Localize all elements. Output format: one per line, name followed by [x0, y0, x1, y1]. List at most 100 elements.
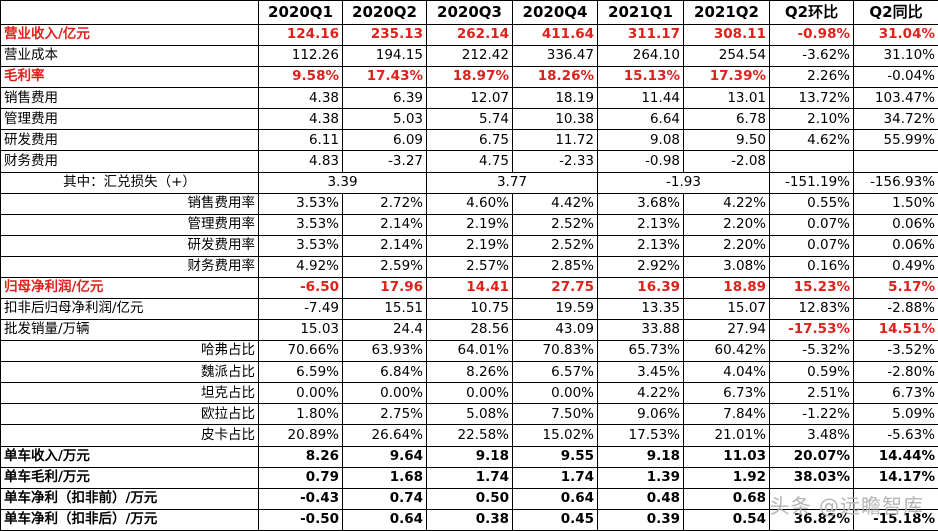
- table-cell: -3.52%: [853, 340, 938, 363]
- table-cell: 6.64: [597, 108, 684, 131]
- table-cell: 0.59%: [769, 361, 854, 384]
- header-cell-2021q2: 2021Q2: [683, 0, 770, 25]
- table-cell: 0.55%: [769, 192, 854, 215]
- table-row: 毛利率 9.58% 17.43% 18.97% 18.26% 15.13% 17.39% 2.…: [0, 66, 938, 89]
- table-cell: 3.08%: [683, 255, 770, 278]
- table-cell: 11.03: [683, 445, 770, 468]
- table-cell: 308.11: [683, 23, 770, 47]
- table-cell: 5.08%: [426, 403, 513, 426]
- table-cell: [769, 487, 854, 510]
- table-cell: 2.14%: [342, 213, 427, 236]
- table-cell: [853, 487, 938, 510]
- row-label: 单车净利（扣非后）/万元: [0, 508, 259, 531]
- table-cell: 28.56: [426, 319, 513, 342]
- table-cell: 2.57%: [426, 255, 513, 278]
- table-cell: 64.01%: [426, 340, 513, 363]
- table-cell: 60.42%: [683, 340, 770, 363]
- table-cell: 15.07: [683, 298, 770, 321]
- table-cell: 2.51%: [769, 382, 854, 405]
- row-label: 欧拉占比: [0, 403, 259, 426]
- table-cell: 311.17: [597, 23, 684, 47]
- table-cell: 9.58%: [258, 66, 343, 89]
- row-label: 管理费用率: [0, 213, 259, 236]
- table-cell: 4.75: [426, 150, 513, 173]
- row-label: 单车收入/万元: [0, 445, 259, 468]
- table-cell: 0.74: [342, 487, 427, 510]
- table-cell: 2.20%: [683, 213, 770, 236]
- table-row: 单车净利（扣非前）/万元 -0.43 0.74 0.50 0.64 0.48 0.68: [0, 487, 938, 510]
- header-cell-2020q1: 2020Q1: [258, 0, 343, 25]
- table-cell: 17.53%: [597, 424, 684, 447]
- row-label: 哈弗占比: [0, 340, 259, 363]
- table-cell: -2.08: [683, 150, 770, 173]
- table-row: 其中：汇兑损失（+） 3.39 3.77 -1.93 -151.19% -156.93%: [0, 171, 938, 194]
- table-cell: 5.09%: [853, 403, 938, 426]
- header-row: 2020Q1 2020Q2 2020Q3 2020Q4 2021Q1 2021Q…: [0, 0, 938, 25]
- table-cell: 33.88: [597, 319, 684, 342]
- table-cell: 254.54: [683, 45, 770, 68]
- table-cell: 10.75: [426, 298, 513, 321]
- table-row: 批发销量/万辆 15.03 24.4 28.56 43.09 33.88 27.94 -17.…: [0, 319, 938, 342]
- row-label: 归母净利润/亿元: [0, 276, 259, 300]
- table-cell: 14.44%: [853, 445, 938, 468]
- table-cell: 20.07%: [769, 445, 854, 468]
- table-cell: 6.75: [426, 129, 513, 152]
- table-cell: 0.64: [342, 508, 427, 531]
- table-cell: 12.83%: [769, 298, 854, 321]
- table-cell: 212.42: [426, 45, 513, 68]
- row-label: 坦克占比: [0, 382, 259, 405]
- table-cell: -0.43: [258, 487, 343, 510]
- table-cell: 0.06%: [853, 234, 938, 257]
- table-cell: 17.43%: [342, 66, 427, 89]
- table-cell: -5.63%: [853, 424, 938, 447]
- table-cell: 6.11: [258, 129, 343, 152]
- table-cell: 0.00%: [426, 382, 513, 405]
- table-cell: 38.03%: [769, 466, 854, 489]
- table-cell: 26.64%: [342, 424, 427, 447]
- table-cell: 264.10: [597, 45, 684, 68]
- table-cell: 7.84%: [683, 403, 770, 426]
- table-cell: 18.89: [683, 276, 770, 300]
- table-cell: 6.09: [342, 129, 427, 152]
- table-cell: 15.13%: [597, 66, 684, 89]
- table-cell: 12.07: [426, 87, 513, 110]
- table-cell: 31.10%: [853, 45, 938, 68]
- table-cell: 2.85%: [512, 255, 598, 278]
- table-cell: 1.92: [683, 466, 770, 489]
- row-label: 研发费用率: [0, 234, 259, 257]
- table-cell: 5.03: [342, 108, 427, 131]
- table-cell: 55.99%: [853, 129, 938, 152]
- table-cell: -3.27: [342, 150, 427, 173]
- table-cell: 4.92%: [258, 255, 343, 278]
- table-cell: 10.38: [512, 108, 598, 131]
- table-row: 坦克占比 0.00% 0.00% 0.00% 0.00% 4.22% 6.73% 2.51% 6…: [0, 382, 938, 405]
- table-cell: 0.64: [512, 487, 598, 510]
- header-cell-2020q4: 2020Q4: [512, 0, 598, 25]
- table-cell: 15.51: [342, 298, 427, 321]
- table-cell: 9.06%: [597, 403, 684, 426]
- table-cell: 14.17%: [853, 466, 938, 489]
- row-label: 单车净利（扣非前）/万元: [0, 487, 259, 510]
- header-cell-corner: [0, 0, 259, 25]
- table-cell: 0.39: [597, 508, 684, 531]
- row-label: 销售费用率: [0, 192, 259, 215]
- table-cell: 4.22%: [597, 382, 684, 405]
- table-row: 魏派占比 6.59% 6.84% 8.26% 6.57% 3.45% 4.04% 0.59% -…: [0, 361, 938, 384]
- table-cell: 2.20%: [683, 234, 770, 257]
- table-cell: 235.13: [342, 23, 427, 47]
- table-cell: 2.19%: [426, 213, 513, 236]
- table-cell: 27.94: [683, 319, 770, 342]
- table-cell: -156.93%: [853, 171, 938, 194]
- table-row: 营业收入/亿元 124.16 235.13 262.14 411.64 311.17 308…: [0, 23, 938, 47]
- table-cell: 24.4: [342, 319, 427, 342]
- table-cell: 4.60%: [426, 192, 513, 215]
- table-cell: 70.66%: [258, 340, 343, 363]
- row-label: 毛利率: [0, 66, 259, 89]
- header-cell-2021q1: 2021Q1: [597, 0, 684, 25]
- table-cell: 0.00%: [342, 382, 427, 405]
- table-row: 管理费用率 3.53% 2.14% 2.19% 2.52% 2.13% 2.20% 0.07%…: [0, 213, 938, 236]
- row-label: 财务费用率: [0, 255, 259, 278]
- table-cell: 336.47: [512, 45, 598, 68]
- table-cell: 0.00%: [258, 382, 343, 405]
- table-cell: -1.22%: [769, 403, 854, 426]
